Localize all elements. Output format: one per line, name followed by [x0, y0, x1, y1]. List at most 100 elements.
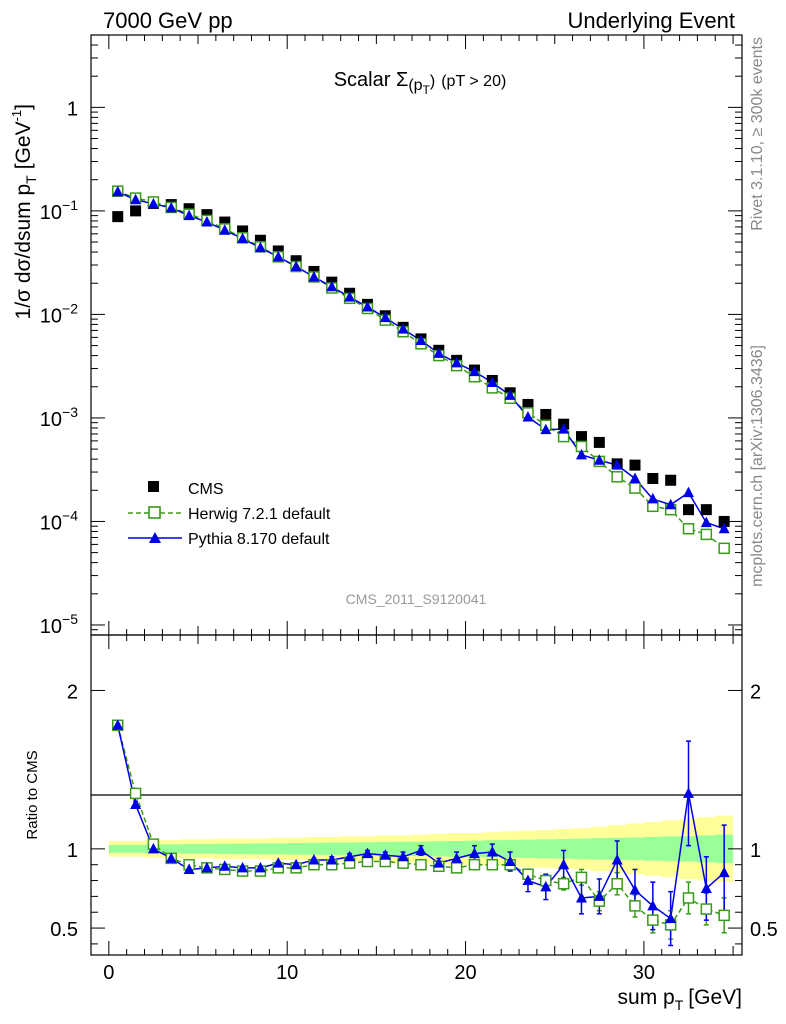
main-y-axis-label: 1/σ dσ/dsum pT[GeV-1]: [9, 104, 39, 319]
main-panel: 10−5 10−4 10−3 10−2 10−1 1 Scalar Σ(pT) (pT > …: [9, 34, 743, 638]
legend-label-cms: CMS: [188, 481, 224, 498]
legend-marker-herwig: [148, 506, 161, 519]
pythia-ratio-point: [112, 719, 124, 730]
pythia-ratio-point: [219, 860, 231, 871]
ratio-y-tick-label-left: 1: [67, 840, 78, 862]
pythia-ratio-point: [451, 852, 463, 863]
main-y-tick-label: 10−5: [40, 611, 78, 638]
pythia-ratio-point: [201, 861, 213, 873]
main-y-tick-label: 10−3: [40, 404, 78, 431]
pythia-point: [112, 185, 124, 197]
herwig-point: [718, 542, 730, 555]
pythia-point: [308, 270, 320, 282]
herwig-ratio-point: [415, 858, 427, 871]
pythia-point: [700, 516, 712, 528]
pythia-point: [397, 323, 409, 334]
pythia-ratio-point: [254, 861, 266, 873]
pythia-point: [540, 423, 552, 435]
herwig-point: [700, 528, 713, 541]
legend-label-pythia: Pythia 8.170 default: [188, 531, 330, 548]
main-title: Scalar Σ(pT) (pT > 20): [334, 69, 507, 97]
pythia-point: [201, 216, 213, 227]
ratio-y-tick-label-right: 1: [750, 840, 761, 862]
pythia-point: [629, 472, 641, 483]
main-y-tick-label: 1: [67, 98, 78, 120]
pythia-point: [558, 423, 570, 434]
side-label-mcplots: mcplots.cern.ch [arXiv:1306.3436]: [749, 345, 766, 587]
pythia-point: [344, 291, 356, 302]
herwig-ratio-point: [700, 903, 713, 915]
x-tick-label: 0: [103, 962, 114, 984]
pythia-ratio-point: [468, 847, 480, 859]
pythia-ratio-point: [326, 853, 338, 865]
herwig-point: [629, 482, 641, 494]
pythia-point: [522, 411, 534, 422]
cms-point: [254, 234, 266, 246]
ratio-panel: 0.5 0.51 12 20 10 20 30 Ratio to CMS sum pT [Ge…: [24, 634, 778, 1013]
herwig-ratio-point: [557, 877, 570, 890]
pythia-ratio-point: [237, 861, 249, 873]
pythia-ratio-point: [647, 899, 659, 911]
ratio-y-tick-label-right: 2: [750, 681, 761, 703]
pythia-point: [361, 300, 373, 312]
pythia-point: [575, 448, 587, 460]
legend-marker-pythia: [149, 532, 161, 543]
main-y-tick-label: 10−1: [40, 197, 78, 224]
herwig-ratio-line: [117, 725, 725, 926]
pythia-point: [451, 356, 463, 368]
herwig-ratio-point: [629, 900, 641, 912]
pythia-point: [147, 197, 159, 209]
cms-point: [130, 205, 142, 217]
pythia-ratio-point: [504, 855, 516, 867]
cms-point: [700, 504, 712, 516]
ratio-y-axis-label: Ratio to CMS: [24, 750, 41, 839]
pythia-ratio-point: [522, 874, 534, 886]
pythia-point: [272, 250, 284, 262]
pythia-ratio-point: [397, 850, 409, 862]
cms-point: [682, 504, 694, 516]
pythia-ratio-point: [361, 847, 373, 859]
pythia-point: [183, 209, 195, 221]
pythia-ratio-point: [344, 850, 356, 862]
pythia-ratio-point: [308, 853, 320, 865]
side-label-rivet: Rivet 3.1.10, ≥ 300k events: [749, 37, 766, 231]
pythia-point: [290, 260, 302, 272]
herwig-ratio-point: [718, 909, 730, 922]
pythia-ratio-point: [272, 857, 284, 868]
x-axis-label: sum pT [GeV]: [618, 986, 742, 1013]
herwig-ratio-point: [468, 858, 481, 871]
legend-label-herwig: Herwig 7.2.1 default: [188, 506, 331, 523]
herwig-point: [682, 523, 695, 535]
main-y-tick-label: 10−4: [40, 507, 78, 534]
pythia-ratio-point: [682, 787, 694, 798]
pythia-ratio-point: [558, 858, 570, 870]
pythia-point: [718, 522, 730, 534]
pythia-ratio-point: [290, 858, 302, 870]
analysis-watermark: CMS_2011_S9120041: [346, 591, 487, 607]
pythia-point: [647, 492, 659, 504]
main-y-tick-label: 10−2: [40, 300, 78, 327]
herwig-ratio-point: [486, 858, 499, 871]
cms-point: [665, 474, 677, 486]
pythia-ratio-point: [665, 912, 677, 924]
header-right: Underlying Event: [567, 8, 735, 33]
cms-point: [237, 225, 249, 237]
pythia-point: [504, 389, 516, 400]
cms-point: [593, 436, 605, 448]
cms-point: [219, 216, 231, 228]
herwig-point: [611, 471, 623, 483]
cms-point: [629, 459, 641, 471]
x-tick-label: 30: [633, 962, 655, 984]
pythia-ratio-point: [700, 882, 712, 893]
pythia-point: [593, 454, 605, 465]
pythia-ratio-point: [415, 844, 427, 855]
x-tick-label: 10: [276, 962, 298, 984]
pythia-ratio-point: [130, 798, 142, 810]
cms-point: [718, 515, 730, 527]
herwig-ratio-point: [450, 862, 463, 874]
cms-point: [540, 408, 552, 420]
herwig-ratio-point: [647, 914, 659, 926]
cms-point: [575, 431, 587, 443]
pythia-point: [130, 193, 142, 205]
